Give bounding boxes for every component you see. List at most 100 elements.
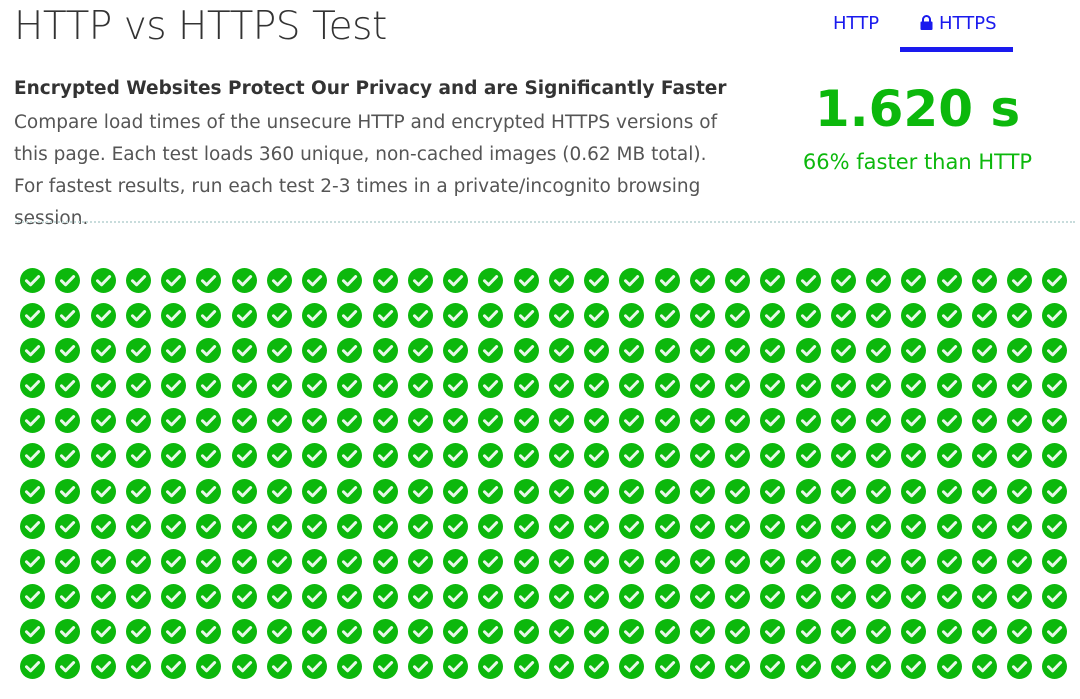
check-circle-icon <box>971 478 997 504</box>
check-circle-icon <box>584 268 609 293</box>
check-circle-icon <box>971 268 997 293</box>
check-circle-icon <box>407 268 433 293</box>
check-circle-icon <box>125 618 151 644</box>
check-circle-icon <box>1007 583 1032 609</box>
check-circle-icon <box>619 618 645 644</box>
check-circle-icon <box>266 373 292 399</box>
check-circle-icon <box>971 303 997 329</box>
check-circle-icon <box>725 408 750 434</box>
check-circle-icon <box>584 513 609 539</box>
check-circle-icon <box>20 478 45 504</box>
check-circle-icon <box>689 513 715 539</box>
check-circle-icon <box>689 373 715 399</box>
check-circle-icon <box>55 513 81 539</box>
check-circle-icon <box>266 513 292 539</box>
check-circle-icon <box>1042 338 1068 364</box>
check-circle-icon <box>90 268 116 293</box>
check-circle-icon <box>866 408 891 434</box>
check-circle-icon <box>161 618 186 644</box>
check-circle-icon <box>689 408 715 434</box>
check-circle-icon <box>619 654 645 680</box>
tab-http[interactable]: HTTP <box>833 13 879 34</box>
check-circle-icon <box>407 478 433 504</box>
check-circle-icon <box>725 338 750 364</box>
tab-https[interactable]: HTTPS <box>920 13 997 34</box>
check-circle-icon <box>55 408 81 434</box>
check-circle-icon <box>125 443 151 469</box>
check-circle-icon <box>548 303 574 329</box>
check-circle-icon <box>901 443 927 469</box>
check-circle-icon <box>125 583 151 609</box>
check-circle-icon <box>1042 583 1068 609</box>
check-circle-icon <box>372 373 398 399</box>
check-circle-icon <box>901 408 927 434</box>
check-circle-icon <box>266 654 292 680</box>
check-circle-icon <box>901 478 927 504</box>
check-circle-icon <box>478 408 504 434</box>
check-circle-icon <box>161 443 186 469</box>
check-circle-icon <box>513 583 539 609</box>
check-circle-icon <box>830 618 856 644</box>
check-circle-icon <box>302 548 327 574</box>
check-circle-icon <box>866 478 891 504</box>
check-circle-icon <box>1007 478 1032 504</box>
check-circle-icon <box>901 548 927 574</box>
check-circle-icon <box>619 303 645 329</box>
check-circle-icon <box>231 513 257 539</box>
check-circle-icon <box>548 338 574 364</box>
image-grid <box>20 268 1068 680</box>
check-circle-icon <box>372 618 398 644</box>
check-circle-icon <box>337 408 363 434</box>
check-circle-icon <box>936 478 962 504</box>
check-circle-icon <box>725 548 750 574</box>
check-circle-icon <box>161 654 186 680</box>
lock-icon <box>920 15 933 30</box>
check-circle-icon <box>795 268 821 293</box>
check-circle-icon <box>584 408 609 434</box>
check-circle-icon <box>90 443 116 469</box>
check-circle-icon <box>1007 618 1032 644</box>
check-circle-icon <box>90 618 116 644</box>
check-circle-icon <box>372 443 398 469</box>
check-circle-icon <box>830 303 856 329</box>
check-circle-icon <box>795 583 821 609</box>
check-circle-icon <box>90 338 116 364</box>
check-circle-icon <box>90 654 116 680</box>
check-circle-icon <box>302 443 327 469</box>
check-circle-icon <box>725 478 750 504</box>
check-circle-icon <box>1042 618 1068 644</box>
check-circle-icon <box>760 408 786 434</box>
check-circle-icon <box>20 268 45 293</box>
check-circle-icon <box>407 513 433 539</box>
check-circle-icon <box>478 513 504 539</box>
check-circle-icon <box>936 513 962 539</box>
check-circle-icon <box>689 338 715 364</box>
check-circle-icon <box>760 654 786 680</box>
check-circle-icon <box>478 303 504 329</box>
check-circle-icon <box>266 443 292 469</box>
check-circle-icon <box>231 373 257 399</box>
tab-http-label: HTTP <box>833 13 880 34</box>
check-circle-icon <box>337 478 363 504</box>
check-circle-icon <box>161 583 186 609</box>
check-circle-icon <box>372 338 398 364</box>
check-circle-icon <box>1007 373 1032 399</box>
check-circle-icon <box>901 338 927 364</box>
check-circle-icon <box>55 268 81 293</box>
check-circle-icon <box>1007 443 1032 469</box>
check-circle-icon <box>302 373 327 399</box>
check-circle-icon <box>302 654 327 680</box>
check-circle-icon <box>337 268 363 293</box>
check-circle-icon <box>55 303 81 329</box>
check-circle-icon <box>654 303 680 329</box>
check-circle-icon <box>971 583 997 609</box>
check-circle-icon <box>689 443 715 469</box>
check-circle-icon <box>337 654 363 680</box>
check-circle-icon <box>90 303 116 329</box>
check-circle-icon <box>478 478 504 504</box>
check-circle-icon <box>196 513 222 539</box>
check-circle-icon <box>725 513 750 539</box>
check-circle-icon <box>548 478 574 504</box>
check-circle-icon <box>55 373 81 399</box>
check-circle-icon <box>161 373 186 399</box>
